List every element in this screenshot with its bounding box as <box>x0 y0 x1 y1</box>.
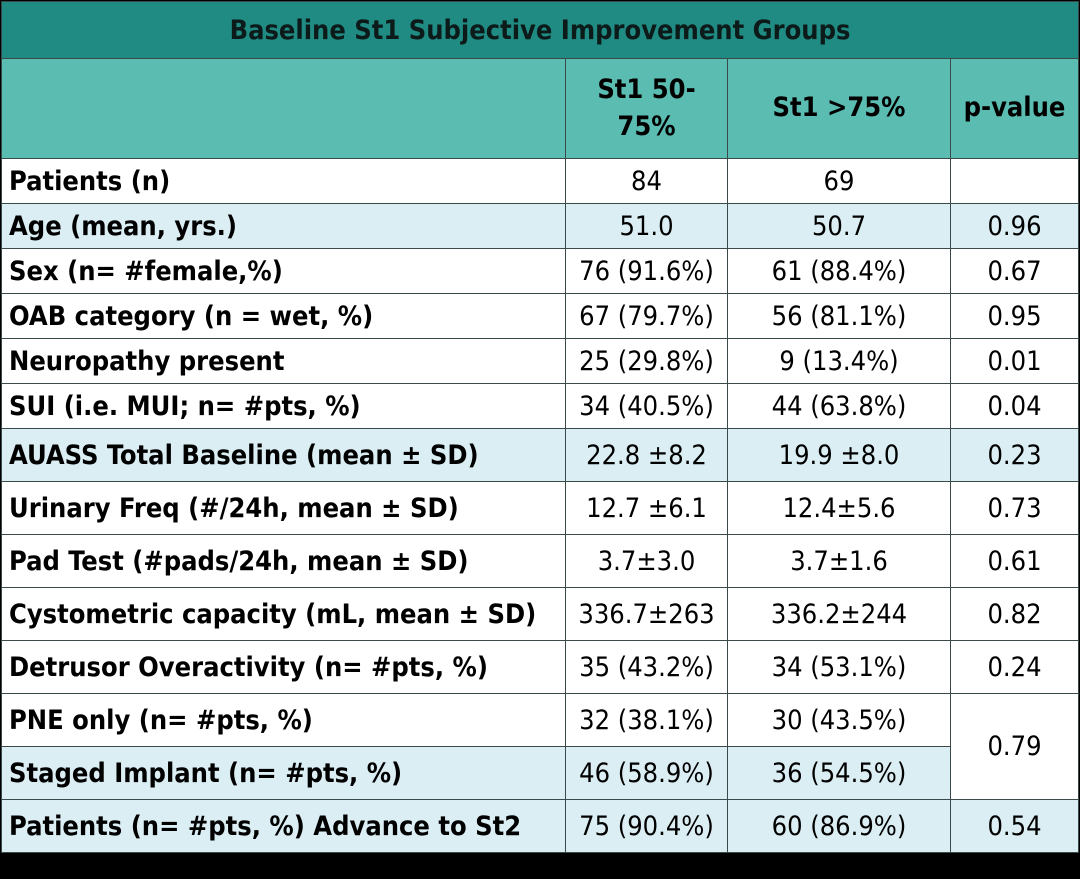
cell-p-value: 0.73 <box>950 481 1079 535</box>
cell-st1-75-plus: 9 (13.4%) <box>727 338 951 384</box>
table-row: SUI (i.e. MUI; n= #pts, %) 34 (40.5%) 44… <box>1 383 1079 429</box>
cell-st1-50-75: 76 (91.6%) <box>565 248 728 294</box>
table-row: Patients (n= #pts, %) Advance to St2 75 … <box>1 799 1079 853</box>
row-label: Cystometric capacity (mL, mean ± SD) <box>1 587 566 641</box>
cell-st1-50-75: 22.8 ±8.2 <box>565 428 728 482</box>
table-row: Neuropathy present 25 (29.8%) 9 (13.4%) … <box>1 338 1079 384</box>
table-row: Cystometric capacity (mL, mean ± SD) 336… <box>1 587 1079 641</box>
row-label: AUASS Total Baseline (mean ± SD) <box>1 428 566 482</box>
cell-st1-75-plus: 36 (54.5%) <box>727 746 951 800</box>
cell-st1-50-75: 12.7 ±6.1 <box>565 481 728 535</box>
cell-p-value: 0.23 <box>950 428 1079 482</box>
row-label: Patients (n) <box>1 158 566 204</box>
table-row: AUASS Total Baseline (mean ± SD) 22.8 ±8… <box>1 428 1079 482</box>
table-row: OAB category (n = wet, %) 67 (79.7%) 56 … <box>1 293 1079 339</box>
cell-st1-50-75: 3.7±3.0 <box>565 534 728 588</box>
row-label: Detrusor Overactivity (n= #pts, %) <box>1 640 566 694</box>
cell-st1-50-75: 336.7±263 <box>565 587 728 641</box>
table-row: Detrusor Overactivity (n= #pts, %) 35 (4… <box>1 640 1079 694</box>
row-label: SUI (i.e. MUI; n= #pts, %) <box>1 383 566 429</box>
cell-p-value: 0.96 <box>950 203 1079 249</box>
header-st1-50-75-line: 75% <box>617 110 676 142</box>
cell-p-value: 0.54 <box>950 799 1079 853</box>
header-p-value: p-value <box>950 58 1079 159</box>
cell-p-value: 0.95 <box>950 293 1079 339</box>
cell-st1-75-plus: 50.7 <box>727 203 951 249</box>
header-label-empty <box>1 58 566 159</box>
row-label: Age (mean, yrs.) <box>1 203 566 249</box>
cell-st1-75-plus: 336.2±244 <box>727 587 951 641</box>
cell-p-value: 0.82 <box>950 587 1079 641</box>
row-label: OAB category (n = wet, %) <box>1 293 566 339</box>
cell-st1-50-75: 51.0 <box>565 203 728 249</box>
cell-st1-50-75: 67 (79.7%) <box>565 293 728 339</box>
cell-p-value-merged: 0.79 <box>950 693 1079 800</box>
header-st1-75-plus: St1 >75% <box>727 58 951 159</box>
row-label: Pad Test (#pads/24h, mean ± SD) <box>1 534 566 588</box>
cell-st1-50-75: 84 <box>565 158 728 204</box>
cell-st1-50-75: 75 (90.4%) <box>565 799 728 853</box>
header-st1-50-75: St1 50- 75% <box>565 58 728 159</box>
row-label: Neuropathy present <box>1 338 566 384</box>
row-label: Urinary Freq (#/24h, mean ± SD) <box>1 481 566 535</box>
table-row: PNE only (n= #pts, %) 32 (38.1%) 30 (43.… <box>1 693 1079 800</box>
baseline-table: Baseline St1 Subjective Improvement Grou… <box>1 1 1079 853</box>
cell-st1-75-plus: 30 (43.5%) <box>727 693 951 747</box>
row-label: Sex (n= #female,%) <box>1 248 566 294</box>
cell-p-value <box>950 158 1079 204</box>
cell-st1-50-75: 25 (29.8%) <box>565 338 728 384</box>
table-title: Baseline St1 Subjective Improvement Grou… <box>1 1 1079 59</box>
cell-st1-75-plus: 34 (53.1%) <box>727 640 951 694</box>
cell-st1-50-75: 32 (38.1%) <box>565 693 728 747</box>
cell-st1-50-75: 35 (43.2%) <box>565 640 728 694</box>
cell-st1-75-plus: 56 (81.1%) <box>727 293 951 339</box>
cell-p-value: 0.01 <box>950 338 1079 384</box>
cell-st1-50-75: 34 (40.5%) <box>565 383 728 429</box>
cell-st1-50-75: 46 (58.9%) <box>565 746 728 800</box>
table-row: Pad Test (#pads/24h, mean ± SD) 3.7±3.0 … <box>1 534 1079 588</box>
table-row: Age (mean, yrs.) 51.0 50.7 0.96 <box>1 203 1079 249</box>
cell-p-value: 0.24 <box>950 640 1079 694</box>
table-row: Staged Implant (n= #pts, %) 46 (58.9%) 3… <box>1 746 1079 800</box>
cell-p-value: 0.04 <box>950 383 1079 429</box>
header-st1-50-75-line: St1 50- <box>597 74 696 106</box>
cell-p-value: 0.67 <box>950 248 1079 294</box>
cell-st1-75-plus: 19.9 ±8.0 <box>727 428 951 482</box>
cell-st1-75-plus: 60 (86.9%) <box>727 799 951 853</box>
row-label: Patients (n= #pts, %) Advance to St2 <box>1 799 566 853</box>
cell-st1-75-plus: 61 (88.4%) <box>727 248 951 294</box>
row-label: Staged Implant (n= #pts, %) <box>1 746 566 800</box>
cell-st1-75-plus: 12.4±5.6 <box>727 481 951 535</box>
table-row: Sex (n= #female,%) 76 (91.6%) 61 (88.4%)… <box>1 248 1079 294</box>
row-label: PNE only (n= #pts, %) <box>1 693 566 747</box>
table-row: Urinary Freq (#/24h, mean ± SD) 12.7 ±6.… <box>1 481 1079 535</box>
table-row: Patients (n) 84 69 <box>1 158 1079 204</box>
cell-st1-75-plus: 44 (63.8%) <box>727 383 951 429</box>
cell-st1-75-plus: 3.7±1.6 <box>727 534 951 588</box>
cell-p-value: 0.61 <box>950 534 1079 588</box>
cell-st1-75-plus: 69 <box>727 158 951 204</box>
